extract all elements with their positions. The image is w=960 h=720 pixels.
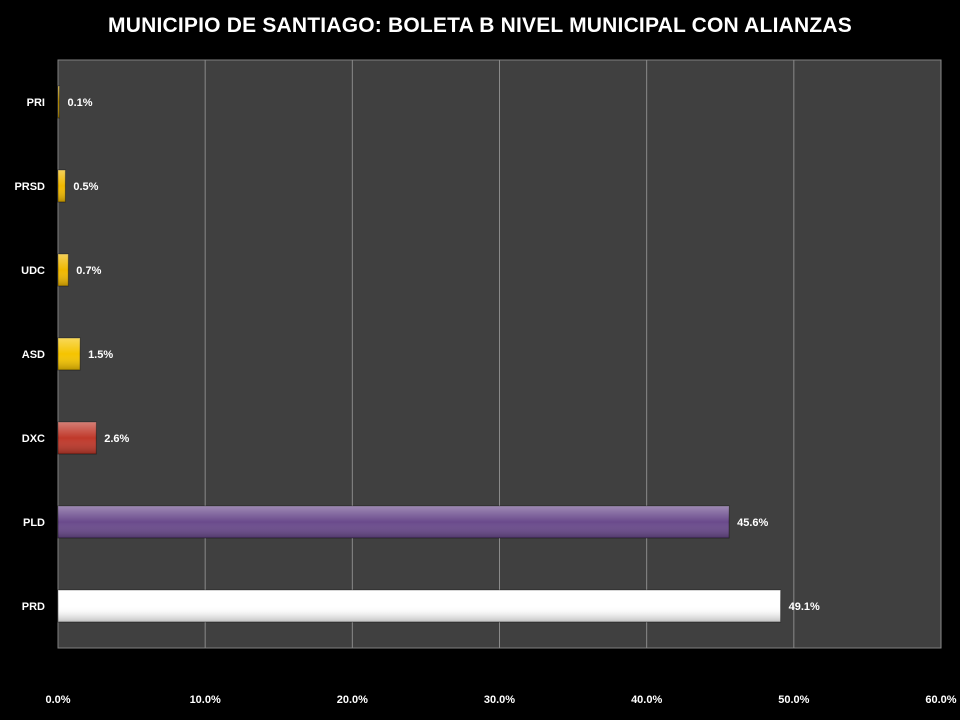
bar-shading <box>58 422 97 454</box>
data-label: 1.5% <box>88 349 113 361</box>
data-label: 0.5% <box>73 181 98 193</box>
data-label: 49.1% <box>789 601 820 613</box>
x-tick-label: 50.0% <box>778 694 809 706</box>
x-tick-label: 10.0% <box>190 694 221 706</box>
bar-shading <box>58 338 81 370</box>
x-tick-label: 60.0% <box>925 694 956 706</box>
bar-shading <box>58 170 66 202</box>
category-label: PRSD <box>14 181 45 193</box>
category-label: DXC <box>22 433 45 445</box>
data-label: 0.7% <box>76 265 101 277</box>
chart-title: MUNICIPIO DE SANTIAGO: BOLETA B NIVEL MU… <box>108 14 852 37</box>
bar-shading <box>58 254 69 286</box>
category-label: UDC <box>21 265 45 277</box>
labels: 0.0% 10.0% 20.0% 30.0% 40.0% 50.0% 60.0% PRI 0.1… <box>14 97 956 706</box>
data-label: 0.1% <box>67 97 92 109</box>
gridlines <box>204 60 942 648</box>
category-label: ASD <box>22 349 45 361</box>
x-tick-label: 30.0% <box>484 694 515 706</box>
category-label: PLD <box>23 517 45 529</box>
x-tick-label: 0.0% <box>45 694 70 706</box>
bar-shading <box>58 86 60 118</box>
data-label: 2.6% <box>104 433 129 445</box>
data-label: 45.6% <box>737 517 768 529</box>
category-label: PRI <box>27 97 45 109</box>
bar-shading <box>58 506 730 538</box>
bars <box>57 85 782 623</box>
x-tick-label: 20.0% <box>337 694 368 706</box>
x-tick-label: 40.0% <box>631 694 662 706</box>
bar-shading <box>58 590 781 622</box>
category-label: PRD <box>22 601 45 613</box>
